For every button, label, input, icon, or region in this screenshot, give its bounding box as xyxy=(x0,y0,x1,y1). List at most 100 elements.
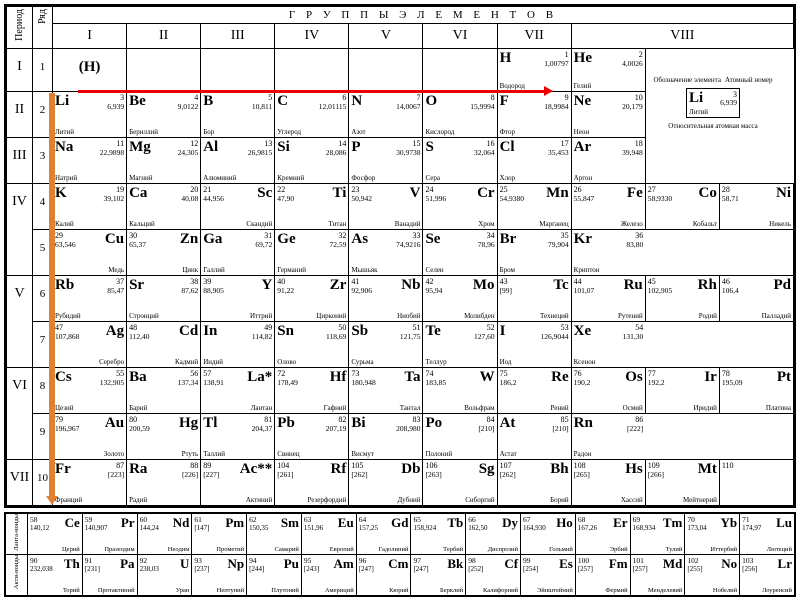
atomic-number: 37 xyxy=(116,277,124,286)
atomic-mass: 22,9898 xyxy=(100,148,124,157)
atomic-mass: [227] xyxy=(203,470,219,479)
element-name: Мышьяк xyxy=(351,266,377,274)
element-cell: Hf72178,49Гафний xyxy=(275,368,348,413)
atomic-mass: 4,0026 xyxy=(622,59,643,68)
element-name: Ртуть xyxy=(182,450,199,458)
element-symbol: Pt xyxy=(777,369,791,386)
atomic-mass: 127,60 xyxy=(474,332,495,341)
atomic-number: 46 xyxy=(722,277,730,286)
element-cell: F918,9984Фтор xyxy=(498,92,571,137)
atomic-mass: [266] xyxy=(648,470,664,479)
atomic-mass: 12,01115 xyxy=(319,102,347,111)
atomic-number: 109 xyxy=(648,461,660,470)
element-name: Сурьма xyxy=(351,358,373,366)
element-name: Криптон xyxy=(574,266,600,274)
element-name: Натрий xyxy=(55,174,77,182)
atomic-number: 105 xyxy=(351,461,363,470)
element-name: Ксенон xyxy=(574,358,596,366)
element-cell: P1530,9738Фосфор xyxy=(349,138,422,183)
atomic-number: 30 xyxy=(129,231,137,240)
atomic-number: 74 xyxy=(425,369,433,378)
element-name: Литий xyxy=(55,128,74,136)
element-name: Иттрий xyxy=(250,312,272,320)
atomic-mass: 32,064 xyxy=(474,148,495,157)
series-cell: 58Ce140,12Церий xyxy=(28,514,82,554)
atomic-mass: 39,102 xyxy=(103,194,124,203)
element-cell: Ag47107,868Серебро xyxy=(53,322,126,367)
atomic-mass: 87,62 xyxy=(181,286,198,295)
element-symbol: At xyxy=(500,415,516,432)
element-name: Железо xyxy=(621,220,643,228)
element-name: Алюминий xyxy=(203,174,236,182)
atomic-number: 33 xyxy=(412,231,420,240)
series-cell: 71Lu174,97Лютеций xyxy=(740,514,794,554)
element-symbol: Mn xyxy=(546,185,569,202)
atomic-mass: 65,37 xyxy=(129,240,146,249)
atomic-number: 47 xyxy=(55,323,63,332)
atomic-number: 45 xyxy=(648,277,656,286)
element-cell: Co2758,9330Кобальт xyxy=(646,184,719,229)
element-cell: S1632,064Сера xyxy=(423,138,496,183)
element-name: Сиборгий xyxy=(465,496,494,504)
atomic-number: 5 xyxy=(268,93,272,102)
element-name: Кремний xyxy=(277,174,304,182)
atomic-number: 49 xyxy=(264,323,272,332)
element-name: Рубидий xyxy=(55,312,81,320)
lan-act-block: Ланта-ноиды58Ce140,12Церий59Pr140,907Пра… xyxy=(4,512,796,597)
element-symbol: Db xyxy=(401,461,420,478)
atomic-number: 36 xyxy=(635,231,643,240)
element-name: Хром xyxy=(478,220,494,228)
series-cell: 63Eu151,96Европий xyxy=(302,514,356,554)
element-name: Кислород xyxy=(425,128,454,136)
atomic-mass: [223] xyxy=(108,470,124,479)
series-table: Ланта-ноиды58Ce140,12Церий59Pr140,907Пра… xyxy=(5,513,795,596)
element-symbol: Cu xyxy=(105,231,124,248)
element-cell: He24,0026Гелий xyxy=(572,49,645,91)
atomic-number: 15 xyxy=(412,139,420,148)
atomic-mass: 83,80 xyxy=(626,240,643,249)
atomic-mass: 69,72 xyxy=(255,240,272,249)
atomic-mass: 178,49 xyxy=(277,378,298,387)
element-cell: Se3478,96Селен xyxy=(423,230,496,275)
atomic-mass: 50,942 xyxy=(351,194,372,203)
element-cell: Br3579,904Бром xyxy=(498,230,571,275)
element-symbol: H xyxy=(500,50,512,67)
element-cell xyxy=(349,49,422,91)
period-number: I xyxy=(7,49,33,92)
element-cell xyxy=(275,49,348,91)
element-symbol: Au xyxy=(105,415,124,432)
atomic-number: 77 xyxy=(648,369,656,378)
atomic-number: 29 xyxy=(55,231,63,240)
atomic-number: 23 xyxy=(351,185,359,194)
element-symbol: V xyxy=(410,185,421,202)
atomic-mass: [210] xyxy=(478,424,494,433)
element-symbol: I xyxy=(500,323,506,340)
element-symbol: Sn xyxy=(277,323,294,340)
series-cell: 66Dy162,50Диспрозий xyxy=(466,514,520,554)
atomic-number: 16 xyxy=(487,139,495,148)
group-header: II xyxy=(127,24,201,49)
atomic-number: 28 xyxy=(722,185,730,194)
element-symbol: Cs xyxy=(55,369,72,386)
element-name: Олово xyxy=(277,358,296,366)
series-cell: 90Th232,038Торий xyxy=(28,555,82,595)
element-cell: Ru44101,07Рутений xyxy=(572,276,645,321)
element-cell: W74183,85Вольфрам xyxy=(423,368,496,413)
series-cell: 95Am[243]Америций xyxy=(302,555,356,595)
element-name: Магний xyxy=(129,174,152,182)
atomic-mass: 114,82 xyxy=(252,332,272,341)
element-symbol: Ra xyxy=(129,461,147,478)
element-name: Иридий xyxy=(693,404,716,412)
element-cell: Ir77192,2Иридий xyxy=(646,368,719,413)
element-symbol: Se xyxy=(425,231,440,248)
atomic-mass: 195,09 xyxy=(722,378,743,387)
atomic-mass: [222] xyxy=(627,424,643,433)
element-name: Полоний xyxy=(425,450,452,458)
element-name: Сера xyxy=(425,174,439,182)
period-number: III xyxy=(7,138,33,184)
element-cell: Mg1224,305Магний xyxy=(127,138,200,183)
element-cell: Cd48112,40Кадмий xyxy=(127,322,200,367)
element-symbol: As xyxy=(351,231,368,248)
element-cell: Ge3272,59Германий xyxy=(275,230,348,275)
element-name: Бром xyxy=(500,266,515,274)
